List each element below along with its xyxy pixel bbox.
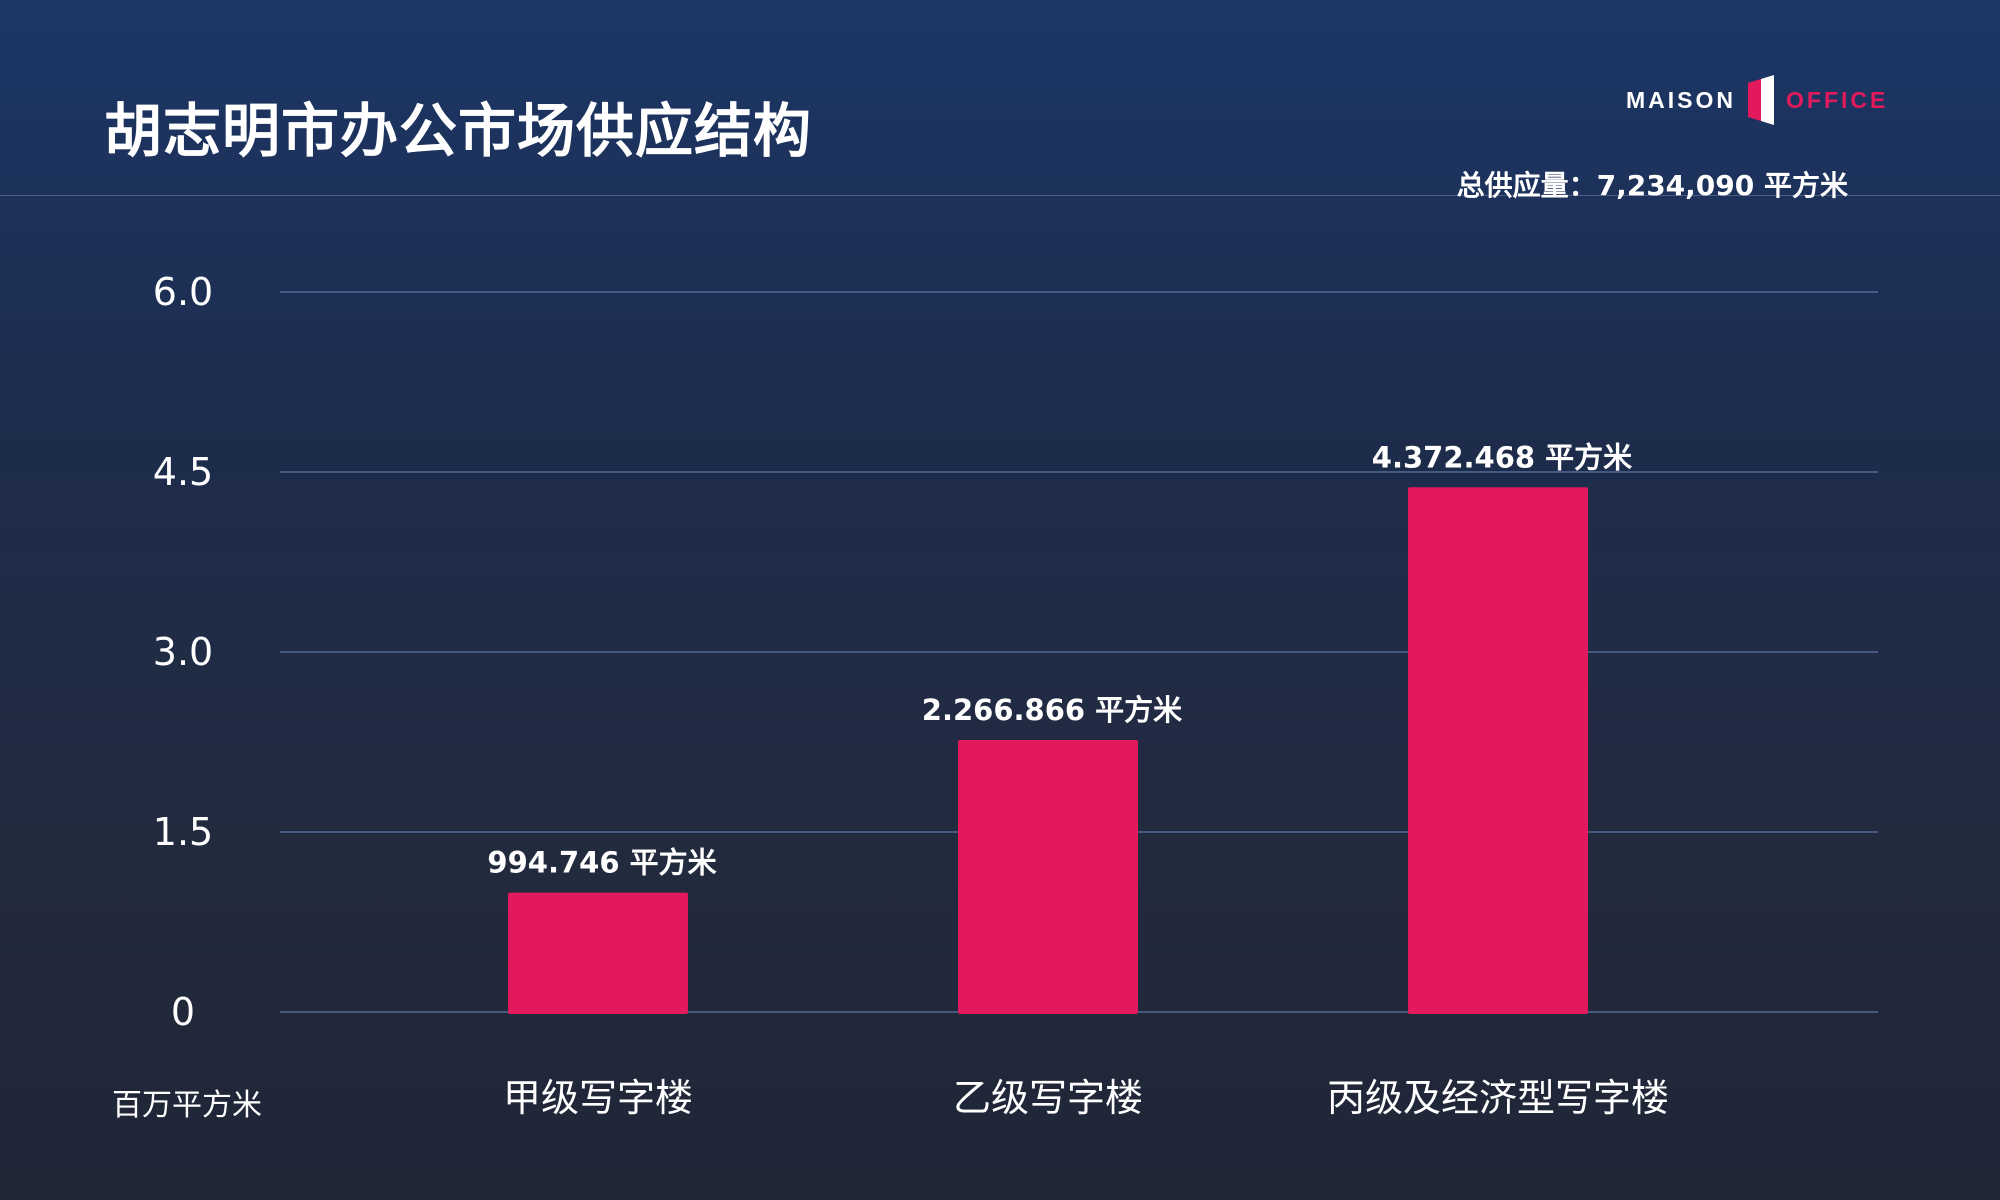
logo-text-office: OFFICE	[1786, 86, 1889, 113]
y-tick-label: 6.0	[153, 270, 213, 314]
logo-mark-icon	[1748, 75, 1774, 125]
logo-text-maison: MAISON	[1626, 86, 1736, 113]
page-title: 胡志明市办公市场供应结构	[104, 97, 813, 165]
x-tick-label: 丙级及经济型写字楼	[1327, 1076, 1669, 1120]
total-supply-label: 总供应量：7,234,090 平方米	[1456, 169, 1848, 202]
y-axis-unit-label: 百万平方米	[112, 1088, 262, 1123]
brand-logo: MAISON OFFICE	[1626, 74, 1888, 126]
header-divider	[0, 195, 2000, 196]
data-label: 4.372.468 平方米	[1372, 440, 1632, 474]
y-tick-label: 4.5	[153, 450, 213, 494]
bar	[1408, 487, 1588, 1014]
y-tick-label: 3.0	[153, 630, 213, 674]
data-label: 2.266.866 平方米	[922, 693, 1182, 727]
y-tick-label: 1.5	[153, 810, 213, 854]
y-tick-label: 0	[171, 990, 195, 1034]
x-tick-label: 甲级写字楼	[503, 1076, 693, 1120]
bar	[958, 739, 1138, 1014]
x-tick-label: 乙级写字楼	[953, 1076, 1143, 1120]
data-label: 994.746 平方米	[487, 846, 716, 880]
bar	[508, 892, 688, 1014]
